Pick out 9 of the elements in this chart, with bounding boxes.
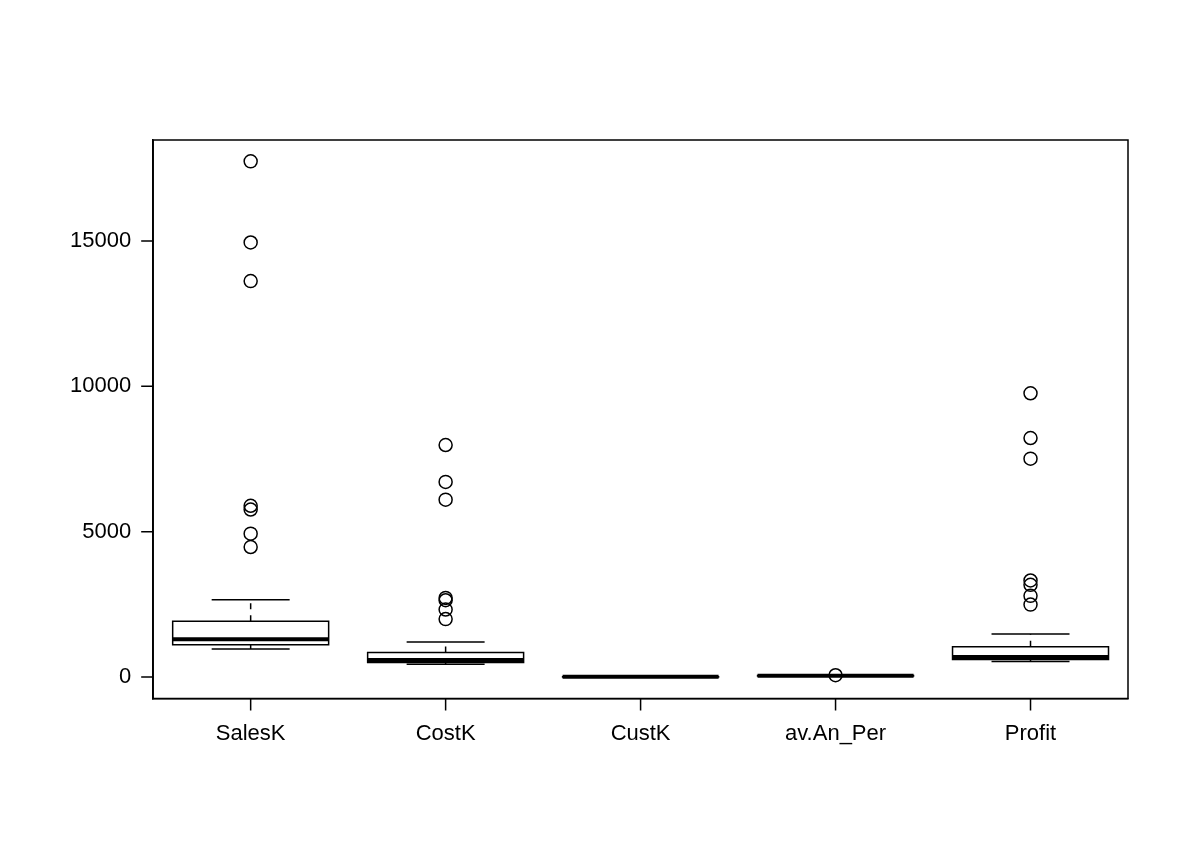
y-tick-label: 0 xyxy=(118,663,132,689)
x-tick-label: CostK xyxy=(415,719,476,745)
x-tick-label: av.An_Per xyxy=(785,719,887,745)
x-tick-label: Profit xyxy=(1004,719,1057,745)
y-tick-label: 10000 xyxy=(69,372,132,398)
x-tick-label: SalesK xyxy=(215,719,286,745)
y-tick-label: 5000 xyxy=(82,517,132,543)
y-tick-label: 15000 xyxy=(69,227,132,253)
x-tick-label: CustK xyxy=(610,719,671,745)
